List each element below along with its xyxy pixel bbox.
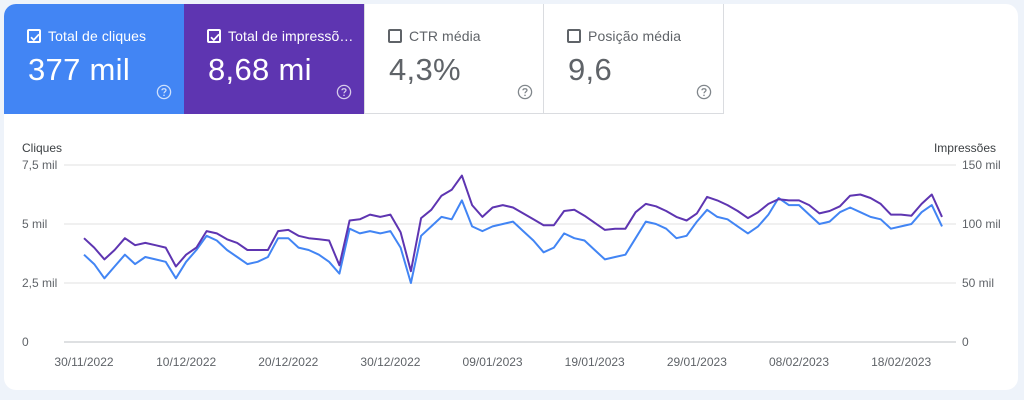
x-axis-tick-label: 30/12/2022 (360, 355, 420, 369)
left-axis-ticks: 7,5 mil 5 mil 2,5 mil 0 (22, 158, 57, 349)
x-axis-tick-label: 20/12/2022 (258, 355, 318, 369)
x-axis-tick-label: 08/02/2023 (769, 355, 829, 369)
chart-series (83, 174, 943, 284)
clicks-series-line (83, 197, 943, 284)
metric-label: Total de impressões (228, 28, 354, 44)
left-axis-tick-label: 5 mil (22, 217, 47, 231)
left-axis-title: Cliques (22, 141, 62, 155)
right-axis-tick-label: 150 mil (962, 158, 1001, 172)
left-axis-tick-label: 2,5 mil (22, 276, 57, 290)
help-circle-icon[interactable] (696, 84, 712, 100)
right-axis-tick-label: 0 (962, 335, 969, 349)
right-axis-tick-label: 100 mil (962, 217, 1001, 231)
right-axis-title: Impressões (934, 141, 996, 155)
x-axis-tick-label: 29/01/2023 (667, 355, 727, 369)
metric-selector: Total de cliques 377 mil Total de impres… (4, 4, 726, 114)
left-axis-tick-label: 0 (22, 335, 29, 349)
metric-average-ctr[interactable]: CTR média 4,3% (364, 4, 544, 114)
x-axis-tick-label: 18/02/2023 (871, 355, 931, 369)
metric-value: 4,3% (389, 52, 461, 87)
metric-average-position[interactable]: Posição média 9,6 (544, 4, 724, 114)
x-axis-tick-label: 09/01/2023 (463, 355, 523, 369)
right-axis-ticks: 150 mil 100 mil 50 mil 0 (962, 158, 1001, 349)
metric-total-clicks[interactable]: Total de cliques 377 mil (4, 4, 184, 114)
help-circle-icon[interactable] (156, 84, 172, 100)
metric-total-impressions[interactable]: Total de impressões 8,68 mi (184, 4, 364, 114)
x-axis-labels: 30/11/2022 10/12/2022 20/12/2022 30/12/2022… (54, 355, 931, 369)
checkbox-checked-icon[interactable] (207, 29, 221, 43)
chart-gridlines (64, 164, 956, 343)
metric-value: 377 mil (28, 52, 131, 87)
right-axis-tick-label: 50 mil (962, 276, 994, 290)
metric-label: CTR média (409, 28, 481, 44)
left-axis-tick-label: 7,5 mil (22, 158, 57, 172)
x-axis-tick-label: 19/01/2023 (565, 355, 625, 369)
metric-label: Posição média (588, 28, 682, 44)
help-circle-icon[interactable] (517, 84, 533, 100)
help-circle-icon[interactable] (336, 84, 352, 100)
metric-value: 8,68 mi (208, 52, 312, 87)
checkbox-checked-icon[interactable] (27, 29, 41, 43)
metric-value: 9,6 (568, 52, 612, 87)
impressions-series-line (83, 174, 943, 273)
metric-label: Total de cliques (48, 28, 147, 44)
performance-card: Total de cliques 377 mil Total de impres… (4, 4, 1018, 390)
checkbox-unchecked-icon[interactable] (567, 29, 581, 43)
x-axis-tick-label: 10/12/2022 (156, 355, 216, 369)
checkbox-unchecked-icon[interactable] (388, 29, 402, 43)
x-axis-tick-label: 30/11/2022 (54, 355, 113, 369)
